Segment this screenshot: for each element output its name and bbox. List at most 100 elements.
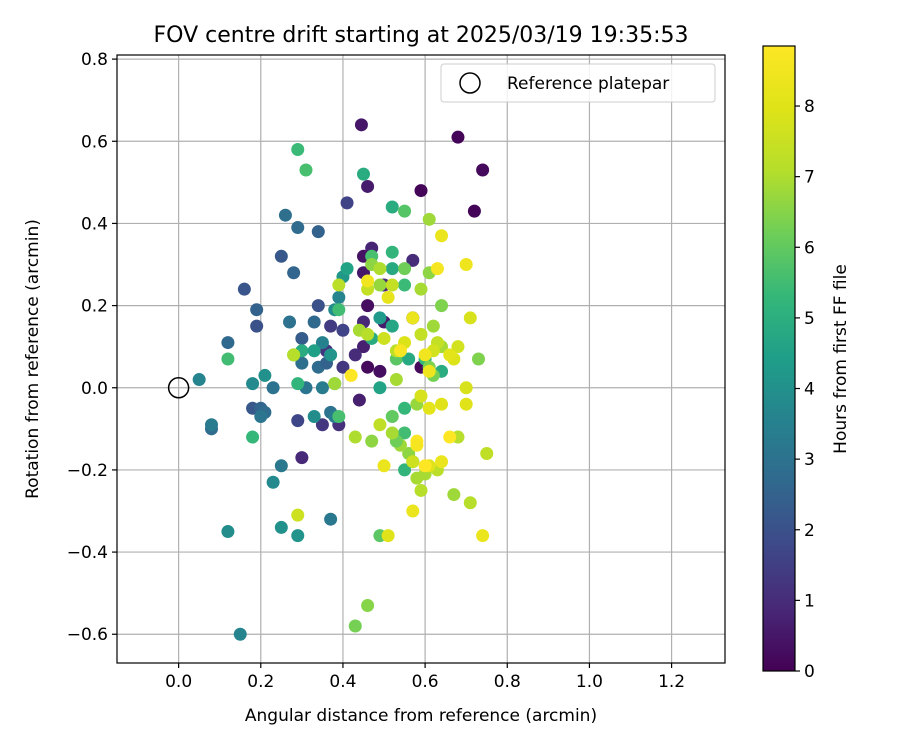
data-point: [250, 319, 264, 333]
data-point: [410, 438, 424, 452]
data-point: [274, 459, 288, 473]
data-point: [311, 225, 325, 239]
data-point: [480, 446, 494, 460]
data-point: [451, 340, 465, 354]
data-point: [246, 430, 260, 444]
data-point: [385, 426, 399, 440]
x-tick-label: 1.0: [576, 672, 603, 692]
data-point: [361, 327, 375, 341]
x-tick-label: 0.0: [165, 672, 192, 692]
x-tick-label: 1.2: [658, 672, 685, 692]
data-point: [315, 336, 329, 350]
data-point: [373, 418, 387, 432]
data-point: [381, 290, 395, 304]
data-point: [356, 167, 370, 181]
data-point: [307, 410, 321, 424]
colorbar-tick-label: 6: [804, 238, 815, 258]
data-point: [287, 348, 301, 362]
legend: Reference platepar: [440, 63, 716, 103]
data-point: [361, 360, 375, 374]
data-point: [287, 266, 301, 280]
colorbar-tick-label: 0: [804, 662, 815, 682]
data-point: [295, 451, 309, 465]
colorbar-gradient: [762, 45, 796, 672]
data-point: [332, 303, 346, 317]
data-point: [336, 323, 350, 337]
colorbar-tick-label: 7: [804, 168, 815, 188]
data-point: [414, 184, 428, 198]
data-point: [352, 393, 366, 407]
data-point: [340, 262, 354, 276]
data-point: [398, 278, 412, 292]
data-point: [295, 331, 309, 345]
data-point: [221, 525, 235, 539]
x-axis-ticks: 0.0 0.2 0.4 0.6 0.8 1.0 1.2: [165, 663, 685, 692]
data-point: [389, 373, 403, 387]
data-point: [291, 377, 305, 391]
reference-platepar-marker: [167, 377, 190, 399]
data-point: [295, 356, 309, 370]
data-point: [233, 627, 247, 641]
data-point: [459, 381, 473, 395]
data-point: [435, 455, 449, 469]
data-point: [414, 389, 428, 403]
data-point: [354, 118, 368, 132]
x-axis-label: Angular distance from reference (arcmin): [245, 706, 597, 726]
data-point: [430, 262, 444, 276]
data-points: [167, 118, 494, 641]
data-point: [324, 512, 338, 526]
data-point: [422, 364, 436, 378]
data-point: [385, 200, 399, 214]
data-point: [192, 373, 206, 387]
data-point: [328, 377, 342, 391]
data-point: [332, 290, 346, 304]
data-point: [402, 352, 416, 366]
data-point: [361, 179, 375, 193]
data-point: [340, 196, 354, 210]
data-point: [237, 282, 251, 296]
data-point: [336, 360, 350, 374]
data-point: [381, 529, 395, 543]
data-point: [447, 488, 461, 502]
data-point: [435, 299, 449, 313]
data-point: [221, 336, 235, 350]
data-point: [414, 483, 428, 497]
data-point: [406, 311, 420, 325]
x-tick-label: 0.4: [329, 672, 356, 692]
data-point: [472, 352, 486, 366]
data-point: [299, 163, 313, 177]
data-point: [348, 619, 362, 633]
data-point: [398, 262, 412, 276]
data-point: [418, 348, 432, 362]
data-point: [422, 401, 436, 415]
data-point: [258, 368, 272, 382]
data-point: [406, 504, 420, 518]
data-point: [246, 377, 260, 391]
data-point: [398, 426, 412, 440]
data-point: [291, 221, 305, 235]
data-point: [385, 319, 399, 333]
data-point: [291, 529, 305, 543]
data-point: [373, 381, 387, 395]
data-point: [426, 319, 440, 333]
data-point: [221, 352, 235, 366]
data-point: [373, 364, 387, 378]
colorbar-tick-label: 1: [804, 591, 815, 611]
x-tick-label: 0.6: [412, 672, 439, 692]
data-point: [348, 430, 362, 444]
data-point: [377, 459, 391, 473]
data-point: [385, 278, 399, 292]
data-point: [254, 410, 268, 424]
colorbar-tick-label: 2: [804, 521, 815, 541]
data-point: [373, 311, 387, 325]
data-point: [467, 204, 481, 218]
data-point: [361, 274, 375, 288]
data-point: [274, 249, 288, 263]
data-point: [393, 344, 407, 358]
data-point: [365, 434, 379, 448]
data-point: [344, 368, 358, 382]
grid-lines: [117, 55, 725, 663]
colorbar-tick-label: 5: [804, 309, 815, 329]
data-point: [266, 475, 280, 489]
